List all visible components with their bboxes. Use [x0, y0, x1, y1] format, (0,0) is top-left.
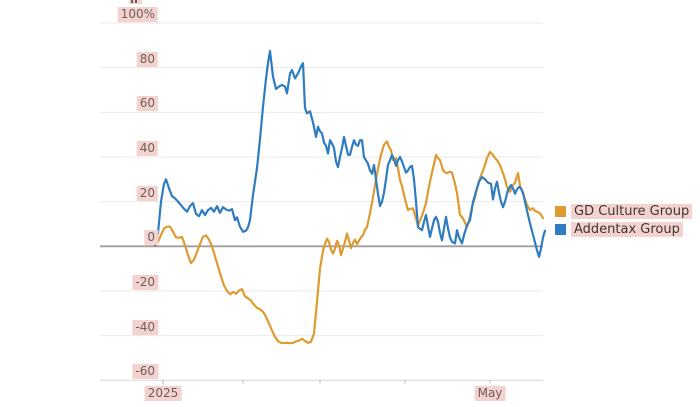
y-axis-tick-label: 40	[136, 141, 158, 156]
legend-swatch-gd-culture-group	[555, 206, 566, 217]
legend-item-addentax-group: Addentax Group	[555, 222, 692, 237]
series-line-addentax-group	[153, 49, 547, 258]
cropped-label-fragment	[129, 0, 142, 4]
x-axis-tick-label: May	[474, 386, 506, 401]
y-axis-tick-label: 80	[136, 51, 158, 67]
legend-swatch-addentax-group	[555, 224, 566, 235]
x-axis-tick-label: 2025	[144, 386, 182, 401]
fragment-mark	[131, 0, 133, 3]
y-axis-tick-label: 20	[136, 185, 158, 201]
series-line-gd-culture-group	[153, 140, 545, 345]
legend: GD Culture Group Addentax Group	[555, 204, 693, 237]
y-axis-tick-label: 60	[136, 96, 158, 112]
y-axis-tick-label: -20	[132, 275, 158, 290]
y-axis-tick-label: 0	[144, 230, 158, 246]
y-axis-tick-label: -60	[132, 364, 158, 380]
y-axis-tick-label: 100%	[117, 7, 158, 22]
legend-label-gd-culture-group: GD Culture Group	[571, 204, 693, 219]
fragment-mark	[135, 0, 137, 3]
legend-label-addentax-group: Addentax Group	[571, 222, 683, 237]
y-axis-tick-label: -40	[132, 319, 158, 335]
legend-item-gd-culture-group: GD Culture Group	[555, 204, 693, 219]
